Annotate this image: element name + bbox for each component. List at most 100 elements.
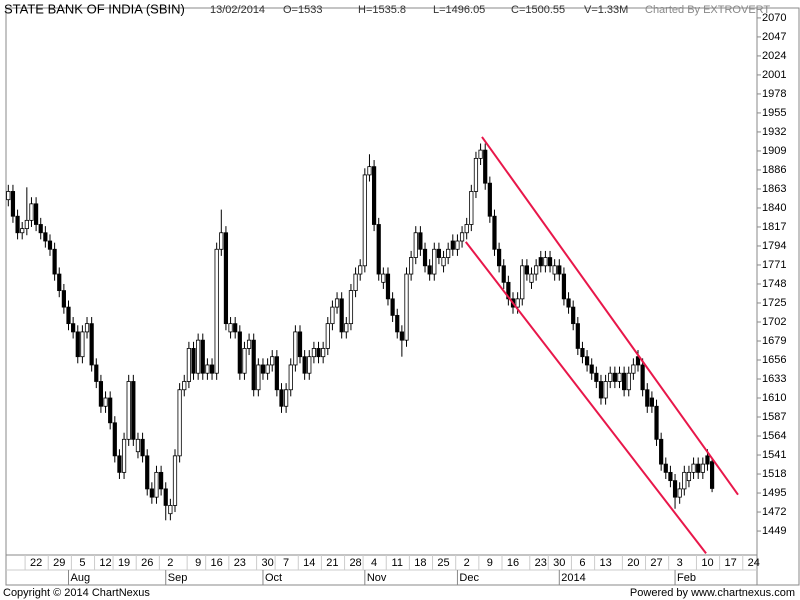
candle-body <box>566 298 571 308</box>
y-tick-label: 1656 <box>762 354 786 366</box>
candle-body <box>284 389 289 407</box>
candle-body <box>385 273 391 300</box>
candle-body <box>135 438 141 453</box>
candle-body <box>200 339 205 374</box>
x-tick-label: 22 <box>30 557 42 569</box>
candle-body <box>478 149 483 159</box>
candle-body <box>399 331 404 341</box>
candle-body <box>311 348 317 358</box>
x-tick-label: 29 <box>53 557 65 569</box>
x-tick-label: 25 <box>437 557 449 569</box>
x-tick-label: 23 <box>535 557 547 569</box>
candle-body <box>108 397 113 424</box>
candle-body <box>622 372 627 391</box>
candle-body <box>75 331 80 358</box>
candle-body <box>672 480 678 498</box>
candle-body <box>594 372 599 382</box>
candle-body <box>237 331 242 374</box>
candle-body <box>94 364 99 382</box>
y-tick-label: 1978 <box>762 88 786 100</box>
x-tick-label: 14 <box>303 557 315 569</box>
x-tick-label: 28 <box>349 557 361 569</box>
frame <box>5 7 800 586</box>
header-volume: V=1.33M <box>584 4 628 16</box>
x-tick-label: 10 <box>701 557 713 569</box>
x-tick-label: 24 <box>748 557 760 569</box>
x-tick-label: 4 <box>371 557 377 569</box>
y-tick-label: 1955 <box>762 107 786 119</box>
candle-body <box>348 290 354 325</box>
month-label: Aug <box>71 572 91 584</box>
x-tick-label: 18 <box>414 557 426 569</box>
candle-body <box>38 224 43 234</box>
candle-body <box>15 215 20 234</box>
candle-body <box>145 455 150 490</box>
candle-body <box>497 248 502 267</box>
candle-body <box>140 438 145 457</box>
candle-body <box>209 364 215 374</box>
candle-body <box>321 348 326 358</box>
candle-body <box>274 356 279 391</box>
x-tick-label: 6 <box>579 557 585 569</box>
candle-body <box>515 298 520 308</box>
y-tick-label: 2047 <box>762 31 786 43</box>
candle-body <box>557 265 562 275</box>
candle-body <box>663 463 668 473</box>
candle-body <box>487 182 492 217</box>
y-tick-label: 1909 <box>762 145 786 157</box>
candle-body <box>547 257 553 267</box>
candle-body <box>659 438 664 465</box>
y-tick-label: 1863 <box>762 183 786 195</box>
candle-body <box>89 323 94 366</box>
y-tick-label: 1472 <box>762 506 786 518</box>
candle-body <box>121 438 127 473</box>
candle-body <box>571 306 576 325</box>
candle-body <box>561 273 567 300</box>
y-tick-label: 1817 <box>762 221 786 233</box>
candle-body <box>293 331 298 366</box>
candle-body <box>233 323 238 333</box>
x-tick-label: 23 <box>234 557 246 569</box>
candle-body <box>395 314 400 333</box>
candle-body <box>358 265 363 275</box>
y-tick-label: 1840 <box>762 202 786 214</box>
candle-body <box>422 248 428 267</box>
candle-body <box>608 372 613 382</box>
candle-body <box>654 405 659 440</box>
candle-body <box>344 323 349 333</box>
header-low: L=1496.05 <box>433 4 485 16</box>
candle-body <box>256 364 261 391</box>
candle-body <box>598 381 604 399</box>
x-tick-label: 17 <box>724 557 736 569</box>
month-label: Nov <box>367 572 387 584</box>
x-tick-label: 12 <box>99 557 111 569</box>
x-tick-label: 20 <box>627 557 639 569</box>
candle-body <box>66 306 71 325</box>
candle-body <box>182 381 187 391</box>
candle-body <box>427 265 432 275</box>
candle-body <box>543 257 548 267</box>
candle-body <box>98 381 104 407</box>
header-date: 13/02/2014 <box>210 4 265 16</box>
x-tick-label: 2 <box>464 557 470 569</box>
x-tick-label: 21 <box>326 557 338 569</box>
y-tick-label: 1771 <box>762 259 786 271</box>
candle-body <box>334 298 340 308</box>
candle-body <box>705 455 710 465</box>
candle-body <box>251 339 256 391</box>
y-tick-label: 1564 <box>762 430 786 442</box>
candle-body <box>404 273 409 341</box>
candle-body <box>682 471 687 490</box>
candle-body <box>668 471 673 482</box>
header-close: C=1500.55 <box>511 4 565 16</box>
footer-copyright: Copyright © 2014 ChartNexus <box>3 587 150 599</box>
candle-body <box>436 248 442 258</box>
candle-body <box>52 248 57 275</box>
candle-body <box>367 166 372 176</box>
candle-body <box>709 461 715 489</box>
candle-body <box>534 265 539 275</box>
candle-body <box>43 232 48 242</box>
candle-body <box>677 488 682 498</box>
